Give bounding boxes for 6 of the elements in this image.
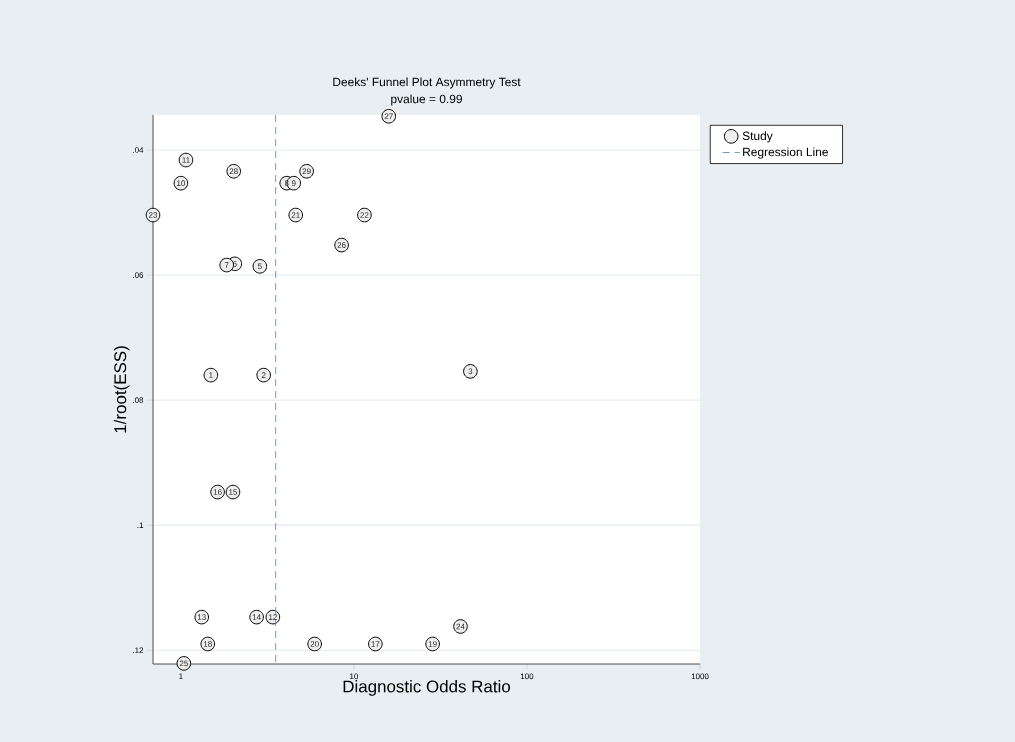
chart-subtitle: pvalue = 0.99 (391, 94, 462, 106)
legend-label: Study (742, 131, 773, 143)
x-axis-title: Diagnostic Odds Ratio (343, 680, 510, 696)
legend-label: Regression Line (743, 147, 828, 159)
chart-title: Deeks' Funnel Plot Asymmetry Test (333, 77, 521, 89)
y-axis-title: 1/root(ESS) (113, 346, 130, 433)
